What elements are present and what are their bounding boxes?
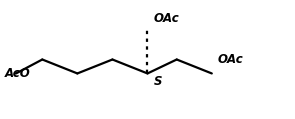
Text: AcO: AcO — [4, 67, 30, 80]
Text: S: S — [153, 75, 162, 88]
Text: OAc: OAc — [153, 12, 179, 25]
Text: OAc: OAc — [218, 53, 243, 66]
